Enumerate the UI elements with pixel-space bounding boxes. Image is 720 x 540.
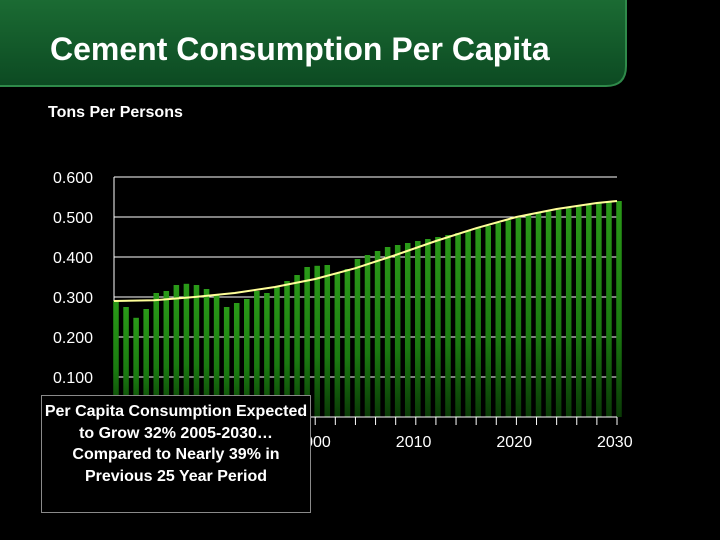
bar xyxy=(173,285,180,417)
bar xyxy=(596,203,602,417)
bar xyxy=(163,291,170,417)
bar xyxy=(203,289,210,417)
bar xyxy=(394,245,401,417)
bar xyxy=(404,243,411,417)
bar xyxy=(515,217,522,417)
bar xyxy=(374,251,381,417)
bar xyxy=(465,231,471,417)
x-tick-label: 2010 xyxy=(396,434,432,451)
bar xyxy=(223,307,230,417)
bar xyxy=(274,287,280,417)
bar xyxy=(384,247,391,417)
bar xyxy=(606,202,612,417)
bar xyxy=(455,233,461,417)
bar xyxy=(113,301,119,417)
bar xyxy=(545,211,552,417)
bar xyxy=(314,265,320,417)
bar xyxy=(555,209,562,417)
bar xyxy=(284,281,290,417)
trend-line xyxy=(113,200,618,302)
y-tick-label: 0.400 xyxy=(53,250,93,267)
bar xyxy=(415,241,421,417)
bar xyxy=(123,307,129,417)
y-tick-label: 0.500 xyxy=(53,210,93,227)
callout-box: Per Capita Consumption Expected to Grow … xyxy=(41,395,311,513)
bar xyxy=(475,228,481,417)
bar xyxy=(153,293,160,417)
bar xyxy=(344,269,351,417)
bar xyxy=(183,283,190,417)
bar xyxy=(425,239,431,417)
y-tick-label: 0.200 xyxy=(53,330,93,347)
bar xyxy=(254,291,260,417)
bar xyxy=(233,303,240,417)
bar xyxy=(334,273,341,417)
bar xyxy=(324,265,331,417)
bar xyxy=(304,267,310,417)
bar xyxy=(565,208,572,417)
x-tick-label: 2020 xyxy=(496,434,532,451)
bar xyxy=(445,235,451,417)
bar xyxy=(535,213,542,417)
title-bar-shape xyxy=(0,0,627,87)
bar xyxy=(354,259,361,417)
page-title: Cement Consumption Per Capita xyxy=(50,31,550,67)
y-tick-label: 0.300 xyxy=(53,290,93,307)
bar xyxy=(495,223,502,417)
x-tick-label: 2030 xyxy=(597,434,633,451)
bar xyxy=(364,255,371,417)
y-tick-label: 0.100 xyxy=(53,370,93,387)
bar xyxy=(575,206,582,417)
bar xyxy=(616,201,622,417)
bar xyxy=(133,317,139,417)
y-axis-unit-label: Tons Per Persons xyxy=(48,104,183,121)
title-bar: Cement Consumption Per Capita xyxy=(0,0,720,90)
y-tick-label: 0.600 xyxy=(53,170,93,187)
bar xyxy=(525,215,532,417)
bar xyxy=(143,309,149,417)
bar xyxy=(435,237,441,417)
bar xyxy=(264,293,270,417)
bar xyxy=(586,205,592,417)
bar xyxy=(213,295,220,417)
bar xyxy=(193,285,200,417)
bar xyxy=(485,225,491,417)
bar xyxy=(244,299,250,417)
bar xyxy=(294,275,300,417)
bar xyxy=(505,220,512,417)
